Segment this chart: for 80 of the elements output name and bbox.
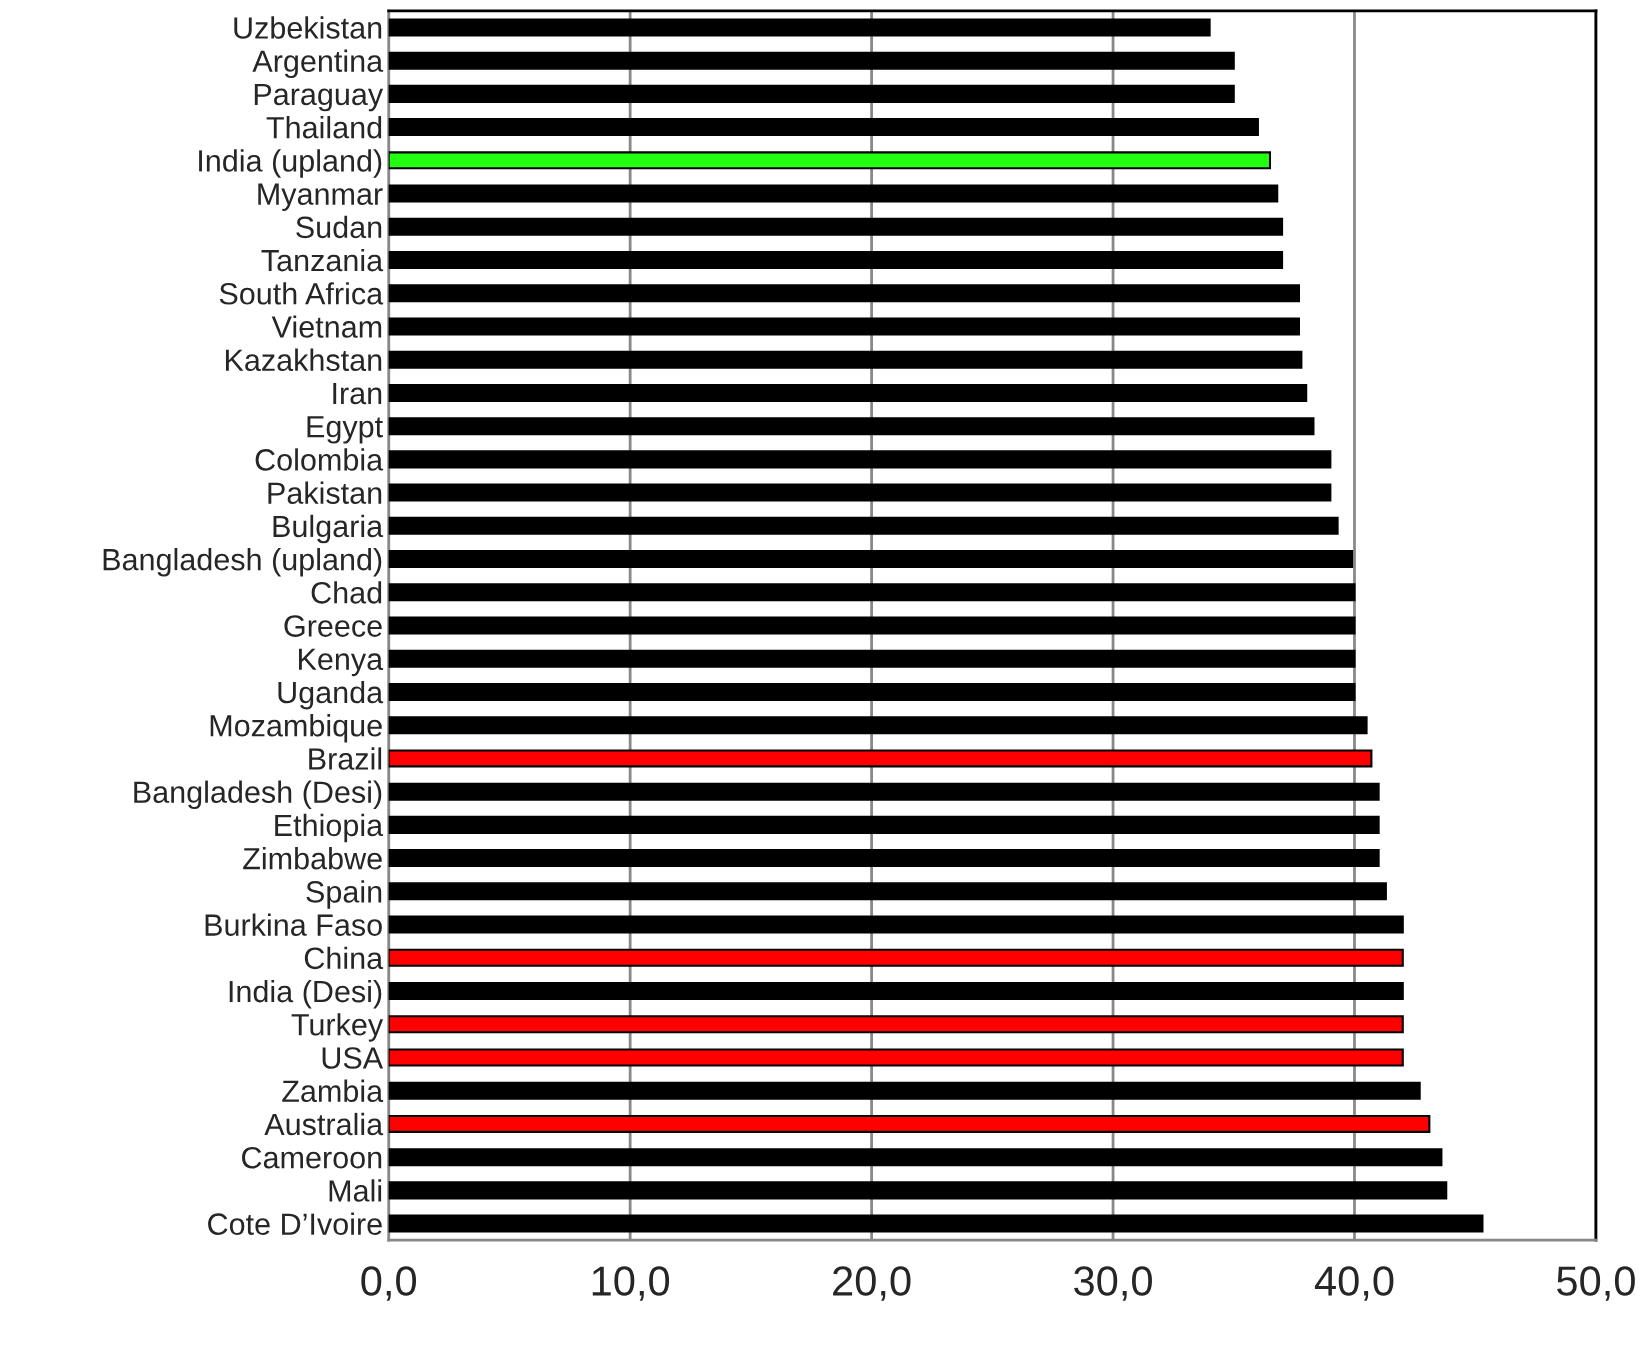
bar [388,583,1356,602]
x-tick-label: 30,0 [1074,1266,1152,1301]
y-tick-label: Thailand [266,116,382,139]
y-tick-label: Greece [284,615,382,637]
bar [388,383,1308,402]
bar [388,1181,1448,1200]
bar [388,18,1211,37]
bar [388,284,1300,303]
y-tick-label: India (Desi) [229,979,382,1009]
y-tick-label: Egypt [307,416,383,444]
bar [388,84,1235,103]
y-tick-label: Zambia [282,1079,384,1103]
bar [388,350,1303,369]
y-tick-label: Bulgaria [273,514,384,544]
bar [388,649,1356,668]
bar [388,749,1373,768]
y-tick-label: Argentina [252,49,384,79]
y-tick-label: Sudan [296,215,382,239]
y-tick-label: Vietnam [271,315,382,338]
bar [388,815,1380,834]
y-tick-label: Burkina Faso [205,913,382,936]
y-tick-label: Ethiopia [275,813,384,843]
y-tick-label: China [304,946,384,970]
bar [388,915,1404,934]
y-tick-label: Colombia [255,448,384,471]
y-tick-label: Iran [333,382,382,405]
y-tick-label: Tanzania [261,248,384,272]
bar [388,1214,1484,1233]
y-tick-label: Cote D’Ivoire [208,1212,382,1235]
bar [388,1048,1404,1067]
bar [388,1114,1431,1133]
y-tick-label: Cameroon [242,1146,382,1169]
bar [388,616,1356,635]
y-tick-label: Bangladesh (Desi) [134,780,382,810]
y-tick-label: Bangladesh (upland) [103,547,382,577]
x-tick-label: 40,0 [1314,1266,1394,1301]
x-tick-label: 20,0 [833,1266,911,1301]
bar [388,849,1380,868]
bar [388,317,1300,336]
bar [388,982,1404,1001]
bar [388,251,1284,270]
bar [388,483,1332,502]
y-tick-label: Mozambique [210,714,382,743]
bar [388,1081,1421,1100]
y-tick-label: Spain [306,880,382,909]
bar [388,51,1235,70]
y-tick-label: Pakistan [268,481,382,504]
bar [388,417,1315,436]
bar [388,716,1368,735]
y-tick-label: India (upland) [199,149,382,178]
y-tick-label: Uganda [278,680,384,710]
bar [388,217,1284,236]
y-tick-label: South Africa [219,282,384,305]
y-tick-label: Australia [264,1112,384,1136]
y-tick-label: Kenya [299,648,384,677]
bar [388,151,1272,170]
bar [388,948,1404,967]
y-tick-label: Turkey [291,1013,384,1042]
x-tick-label: 50,0 [1557,1266,1635,1301]
y-tick-label: USA [322,1047,384,1069]
bar [388,550,1354,569]
bar [388,516,1339,535]
y-tick-label: Uzbekistan [234,16,382,39]
bar [388,782,1380,801]
y-tick-label: Myanmar [258,183,383,211]
bar [388,882,1387,901]
x-tick-label: 10,0 [592,1266,670,1301]
y-tick-label: Mali [329,1179,382,1202]
bar [388,450,1332,469]
bar [388,1015,1404,1034]
y-tick-label: Zimbabwe [243,847,382,870]
y-tick-label: Chad [311,581,382,604]
bar [388,184,1279,203]
bar [388,118,1259,137]
bar [388,1148,1443,1167]
x-tick-label: 0,0 [361,1266,417,1301]
bar [388,682,1356,701]
y-tick-label: Kazakhstan [225,348,382,372]
y-tick-label: Paraguay [254,83,384,112]
y-tick-label: Brazil [309,747,382,770]
